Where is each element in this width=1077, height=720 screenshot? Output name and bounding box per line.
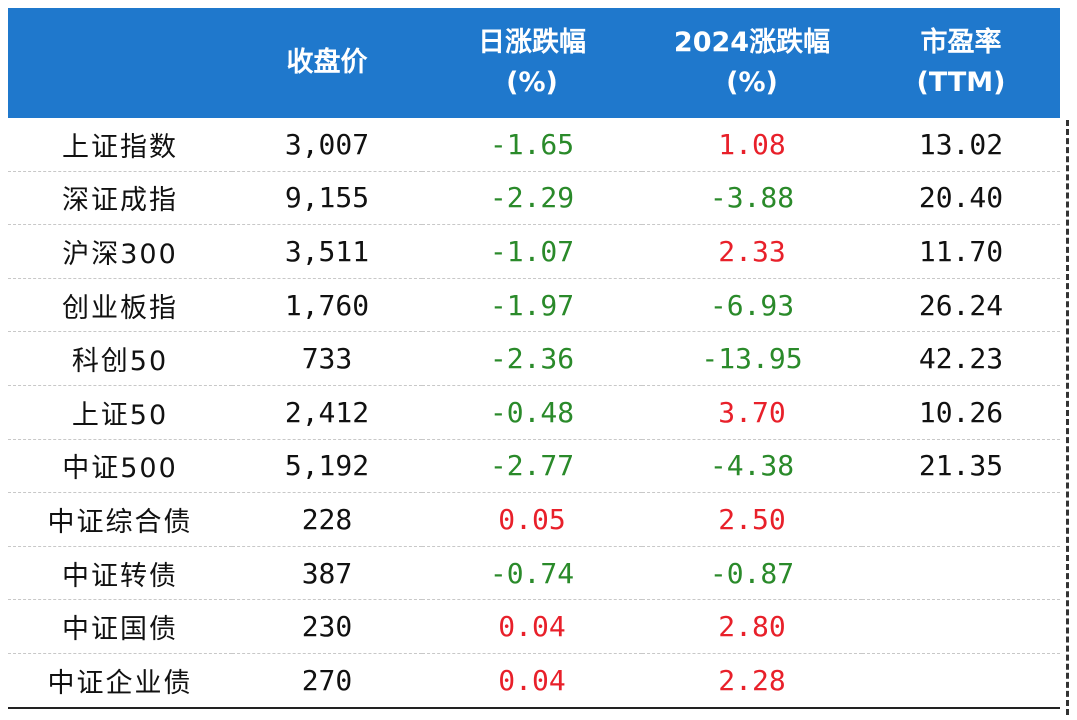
header-label: 市盈率 xyxy=(920,27,1002,58)
header-day-change: 日涨跌幅 (%) xyxy=(422,8,642,118)
cell-ytd-change: -4.38 xyxy=(642,439,862,494)
cell-index-name: 深证成指 xyxy=(8,171,232,226)
cell-day-change: -2.29 xyxy=(422,171,642,226)
cell-close-price: 1,760 xyxy=(232,278,422,333)
header-ytd-change: 2024涨跌幅 (%) xyxy=(642,8,862,118)
cell-day-change: -2.77 xyxy=(422,439,642,494)
cell-ytd-change: -0.87 xyxy=(642,546,862,601)
cell-day-change: -0.74 xyxy=(422,546,642,601)
cell-day-change: -1.97 xyxy=(422,278,642,333)
cell-index-name: 中证500 xyxy=(8,439,232,494)
cell-ytd-change: 1.08 xyxy=(642,118,862,172)
cell-close-price: 9,155 xyxy=(232,171,422,226)
cell-index-name: 中证转债 xyxy=(8,546,232,601)
cell-pe-ratio: 26.24 xyxy=(862,278,1060,333)
table-row: 中证企业债 270 0.04 2.28 xyxy=(8,653,1060,709)
cell-pe-ratio xyxy=(862,546,1060,601)
header-index-name xyxy=(8,8,232,118)
cell-close-price: 733 xyxy=(232,331,422,386)
cell-day-change: 0.04 xyxy=(422,653,642,709)
cell-pe-ratio xyxy=(862,599,1060,654)
cell-pe-ratio: 21.35 xyxy=(862,439,1060,494)
table-row: 上证50 2,412 -0.48 3.70 10.26 xyxy=(8,385,1060,440)
table-row: 上证指数 3,007 -1.65 1.08 13.02 xyxy=(8,118,1060,172)
cell-close-price: 230 xyxy=(232,599,422,654)
right-border-dashed xyxy=(1066,120,1069,715)
cell-index-name: 中证综合债 xyxy=(8,492,232,547)
cell-index-name: 上证50 xyxy=(8,385,232,440)
cell-pe-ratio xyxy=(862,653,1060,709)
header-row: 收盘价 日涨跌幅 (%) 2024涨跌幅 (%) 市盈率 (TTM) xyxy=(8,8,1060,118)
header-label: 收盘价 xyxy=(286,47,368,78)
cell-index-name: 中证国债 xyxy=(8,599,232,654)
header-pe-ratio: 市盈率 (TTM) xyxy=(862,8,1060,118)
cell-index-name: 上证指数 xyxy=(8,118,232,172)
table-row: 沪深300 3,511 -1.07 2.33 11.70 xyxy=(8,224,1060,279)
cell-close-price: 5,192 xyxy=(232,439,422,494)
cell-ytd-change: 2.33 xyxy=(642,224,862,279)
cell-day-change: -1.65 xyxy=(422,118,642,172)
cell-ytd-change: -6.93 xyxy=(642,278,862,333)
cell-close-price: 3,511 xyxy=(232,224,422,279)
cell-ytd-change: 2.80 xyxy=(642,599,862,654)
cell-ytd-change: 2.28 xyxy=(642,653,862,709)
cell-ytd-change: 3.70 xyxy=(642,385,862,440)
header-unit: (%) xyxy=(506,67,558,98)
cell-ytd-change: 2.50 xyxy=(642,492,862,547)
table-row: 中证国债 230 0.04 2.80 xyxy=(8,599,1060,654)
header-label: 2024涨跌幅 xyxy=(673,27,831,58)
cell-day-change: 0.05 xyxy=(422,492,642,547)
header-close-price: 收盘价 xyxy=(232,8,422,118)
cell-close-price: 270 xyxy=(232,653,422,709)
cell-pe-ratio xyxy=(862,492,1060,547)
cell-day-change: 0.04 xyxy=(422,599,642,654)
cell-ytd-change: -3.88 xyxy=(642,171,862,226)
table-body: 上证指数 3,007 -1.65 1.08 13.02 深证成指 9,155 -2.29 -3.… xyxy=(8,118,1060,709)
table-row: 中证转债 387 -0.74 -0.87 xyxy=(8,546,1060,601)
header-unit: (%) xyxy=(726,67,778,98)
header-label: 日涨跌幅 xyxy=(478,27,586,58)
table-row: 深证成指 9,155 -2.29 -3.88 20.40 xyxy=(8,171,1060,226)
table-row: 中证500 5,192 -2.77 -4.38 21.35 xyxy=(8,439,1060,494)
cell-pe-ratio: 13.02 xyxy=(862,118,1060,172)
market-index-table: 收盘价 日涨跌幅 (%) 2024涨跌幅 (%) 市盈率 (TTM) 上证指数 3… xyxy=(8,8,1060,709)
table-row: 创业板指 1,760 -1.97 -6.93 26.24 xyxy=(8,278,1060,333)
header-unit: (TTM) xyxy=(916,67,1006,98)
table-row: 科创50 733 -2.36 -13.95 42.23 xyxy=(8,331,1060,386)
cell-close-price: 387 xyxy=(232,546,422,601)
cell-pe-ratio: 11.70 xyxy=(862,224,1060,279)
table-row: 中证综合债 228 0.05 2.50 xyxy=(8,492,1060,547)
cell-pe-ratio: 20.40 xyxy=(862,171,1060,226)
table-header: 收盘价 日涨跌幅 (%) 2024涨跌幅 (%) 市盈率 (TTM) xyxy=(8,8,1060,118)
cell-close-price: 228 xyxy=(232,492,422,547)
cell-close-price: 3,007 xyxy=(232,118,422,172)
cell-index-name: 中证企业债 xyxy=(8,653,232,709)
cell-day-change: -0.48 xyxy=(422,385,642,440)
cell-day-change: -2.36 xyxy=(422,331,642,386)
cell-index-name: 沪深300 xyxy=(8,224,232,279)
cell-ytd-change: -13.95 xyxy=(642,331,862,386)
cell-close-price: 2,412 xyxy=(232,385,422,440)
cell-pe-ratio: 10.26 xyxy=(862,385,1060,440)
cell-index-name: 科创50 xyxy=(8,331,232,386)
cell-pe-ratio: 42.23 xyxy=(862,331,1060,386)
cell-day-change: -1.07 xyxy=(422,224,642,279)
cell-index-name: 创业板指 xyxy=(8,278,232,333)
